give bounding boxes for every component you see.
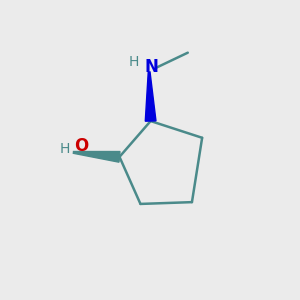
Text: H: H [128, 56, 139, 70]
Polygon shape [145, 72, 156, 121]
Text: H: H [60, 142, 70, 156]
Text: N: N [145, 58, 158, 76]
Polygon shape [73, 152, 120, 162]
Text: O: O [75, 137, 89, 155]
Polygon shape [149, 72, 151, 121]
